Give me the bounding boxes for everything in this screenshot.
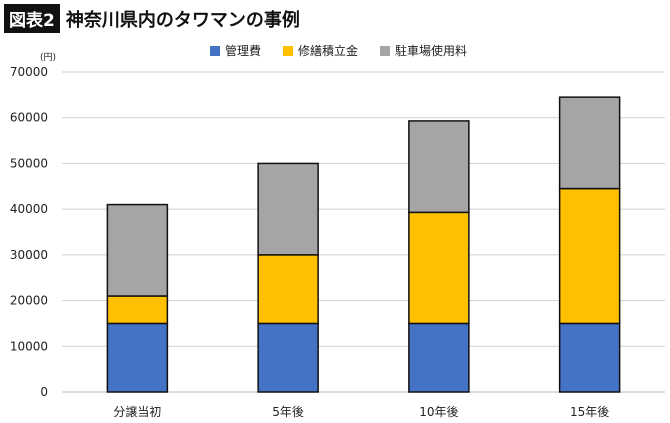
legend-item: 管理費 <box>210 42 261 59</box>
y-tick-label: 30000 <box>10 248 48 262</box>
legend-swatch <box>210 45 220 56</box>
y-tick-label: 70000 <box>10 65 48 79</box>
bar-segment <box>257 254 319 325</box>
x-tick-label: 15年後 <box>570 405 609 419</box>
bar-segment <box>408 120 470 214</box>
y-tick-label: 20000 <box>10 294 48 308</box>
bar-segment <box>558 96 621 190</box>
legend-item: 修繕積立金 <box>283 42 358 59</box>
legend-swatch <box>283 45 294 56</box>
x-tick-label: 10年後 <box>419 405 458 419</box>
y-unit-label: (円) <box>40 53 57 63</box>
y-tick-label: 40000 <box>10 202 48 216</box>
bar-segment <box>558 187 621 325</box>
chart-title: 神奈川県内のタワマンの事例 <box>65 9 300 31</box>
y-tick-label: 50000 <box>10 156 48 170</box>
legend-item: 駐車場使用料 <box>380 42 467 59</box>
legend-label: 修繕積立金 <box>298 44 359 58</box>
bar-segment <box>408 211 470 325</box>
bar-segment <box>558 322 621 393</box>
legend-swatch <box>380 45 391 56</box>
bar-segment <box>106 203 169 297</box>
bar-segment <box>257 162 319 256</box>
y-tick-label: 0 <box>40 385 48 399</box>
header: 図表2 神奈川県内のタワマンの事例 <box>4 4 300 33</box>
legend-label: 管理費 <box>225 44 262 58</box>
figure-tag: 図表2 <box>4 4 60 33</box>
legend: 管理費 修繕積立金 駐車場使用料 <box>210 42 467 59</box>
bar-segment <box>408 322 470 393</box>
y-tick-label: 60000 <box>10 111 48 125</box>
x-tick-label: 分譲当初 <box>113 404 161 419</box>
bar-segment <box>106 295 169 325</box>
x-tick-label: 5年後 <box>272 405 304 419</box>
bar-segment <box>106 322 169 393</box>
bar-segment <box>257 322 319 393</box>
y-tick-label: 10000 <box>10 339 48 353</box>
legend-label: 駐車場使用料 <box>395 44 468 58</box>
